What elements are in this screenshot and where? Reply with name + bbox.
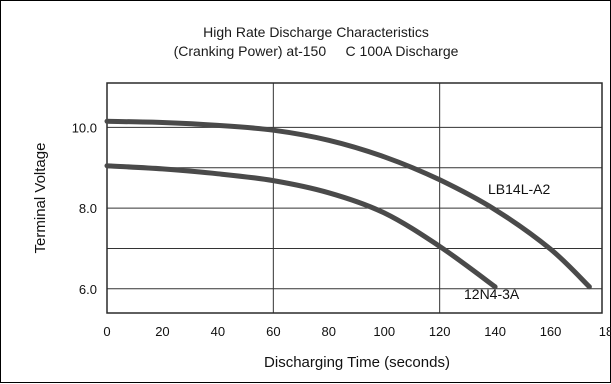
x-axis-title: Discharging Time (seconds) — [264, 354, 450, 371]
y-tick-label: 6.0 — [79, 282, 97, 297]
series-label-12n4-3a: 12N4-3A — [464, 286, 520, 302]
chart-title: High Rate Discharge Characteristics — [203, 24, 429, 40]
y-tick-labels: 6.0 8.0 10.0 — [72, 120, 97, 296]
x-tick-labels: 0 20 40 60 80 100 120 140 160 18 — [103, 324, 611, 339]
x-tick-label: 18 — [599, 324, 611, 339]
x-tick-label: 100 — [373, 324, 395, 339]
y-axis-title: Terminal Voltage — [32, 143, 49, 254]
x-tick-label: 160 — [540, 324, 562, 339]
chart-subtitle: (Cranking Power) at-150 C 100A Discharge — [174, 43, 459, 59]
series-label-lb14l-a2: LB14L-A2 — [488, 181, 550, 197]
plot-area-border — [106, 82, 603, 314]
grid-lines — [107, 83, 602, 313]
x-tick-label: 80 — [322, 324, 336, 339]
x-tick-label: 120 — [429, 324, 451, 339]
series-lines — [104, 118, 592, 290]
x-tick-label: 0 — [103, 324, 110, 339]
x-tick-label: 60 — [266, 324, 280, 339]
x-tick-label: 40 — [211, 324, 225, 339]
x-tick-label: 20 — [155, 324, 169, 339]
y-tick-label: 10.0 — [72, 120, 97, 135]
series-line-lb14l-a2 — [104, 118, 592, 290]
x-tick-label: 140 — [484, 324, 506, 339]
series-line-12n4-3a — [104, 163, 498, 290]
y-tick-label: 8.0 — [79, 201, 97, 216]
